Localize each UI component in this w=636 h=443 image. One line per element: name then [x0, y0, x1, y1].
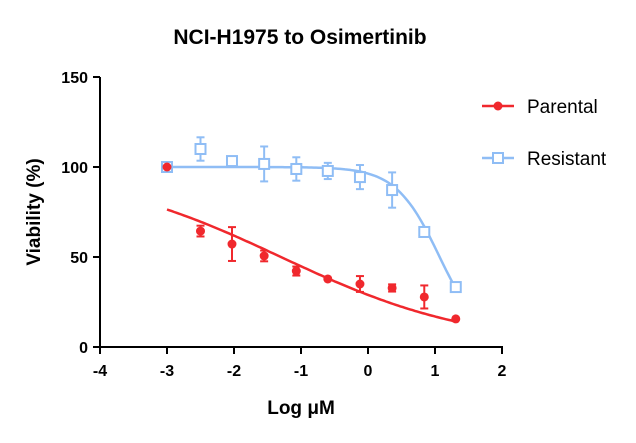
data-point-parental: [419, 292, 429, 302]
chart-title: NCI-H1975 to Osimertinib: [173, 26, 426, 49]
data-point-parental: [196, 226, 205, 236]
data-points: [161, 136, 462, 324]
data-point-parental: [451, 314, 461, 324]
data-point-resistant: [449, 281, 462, 294]
legend-label: Resistant: [527, 149, 607, 170]
x-tick-label: -2: [227, 363, 241, 380]
data-point-parental: [387, 283, 397, 293]
y-tick-label: 100: [61, 160, 88, 177]
axes: -4 -3 -2 -1 0 1 2 0 50 100 150: [61, 70, 506, 380]
y-tick-label: 0: [79, 340, 88, 357]
x-tick-label: -1: [294, 363, 308, 380]
data-point-resistant: [386, 184, 399, 197]
data-point-parental: [259, 251, 269, 261]
data-point-resistant: [321, 164, 334, 177]
data-point-parental: [291, 266, 301, 276]
legend: Parental Resistant: [482, 97, 607, 170]
y-axis-label: Viability (%): [24, 158, 45, 265]
legend-marker: [493, 101, 503, 111]
x-tick-label: -4: [93, 363, 107, 380]
data-point-resistant: [258, 157, 271, 170]
x-tick-label: -3: [160, 363, 174, 380]
data-point-resistant: [418, 225, 431, 238]
data-point-resistant: [353, 171, 366, 184]
legend-marker: [492, 152, 504, 164]
data-point-resistant: [225, 155, 238, 168]
data-point-parental: [323, 274, 333, 284]
fit-curve-resistant: [167, 165, 457, 290]
fit-curve-parental: [166, 208, 457, 323]
data-point-resistant: [290, 162, 303, 175]
x-tick-label: 1: [431, 363, 440, 380]
data-point-resistant: [194, 143, 207, 155]
data-point-parental: [355, 279, 365, 289]
y-tick-label: 150: [61, 70, 88, 87]
data-point-parental: [162, 162, 172, 172]
x-axis-label: Log μM: [267, 398, 335, 419]
y-tick-label: 50: [70, 250, 88, 267]
x-tick-label: 2: [498, 363, 507, 380]
data-point-parental: [227, 239, 237, 249]
x-tick-label: 0: [364, 363, 373, 380]
fit-curves: [166, 165, 457, 323]
legend-label: Parental: [527, 97, 598, 118]
